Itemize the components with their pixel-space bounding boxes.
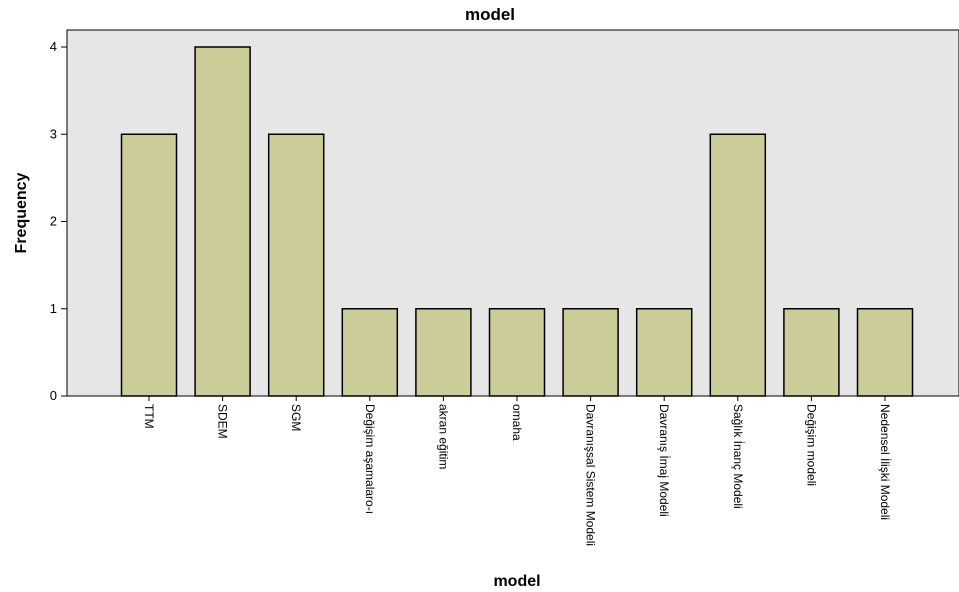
x-tick-labels: TTM SDEM SGM Değişim aşamalaro-ı akran eğiti…	[142, 404, 892, 546]
bar	[709, 133, 767, 397]
y-tick-label: 3	[50, 126, 57, 141]
y-tick-label: 4	[50, 39, 57, 54]
x-tick-label: SGM	[289, 404, 303, 431]
x-tick-label: SDEM	[216, 404, 230, 439]
bar	[635, 308, 693, 397]
x-tick-label: Nedensel İlişki Modeli	[878, 404, 892, 520]
x-tick-label: Değişim aşamalaro-ı	[363, 404, 377, 514]
x-tick-label: TTM	[142, 404, 156, 429]
x-axis-label: model	[493, 573, 540, 590]
bar	[415, 308, 472, 397]
x-tick-label: Değişim modeli	[804, 404, 818, 486]
bar	[562, 308, 619, 397]
chart-title: model	[465, 5, 515, 24]
bar	[120, 133, 178, 397]
x-tick-label: omaha	[510, 404, 524, 441]
bar	[267, 133, 325, 397]
x-tick-label: Davranışsal Sistem Modeli	[584, 404, 598, 546]
x-tick-label: Davranış İmaj Modeli	[657, 404, 671, 517]
y-tick-label: 0	[50, 388, 57, 403]
bar	[783, 308, 840, 397]
y-axis: 0 1 2 3 4	[50, 39, 67, 403]
y-axis-label: Frequency	[13, 172, 30, 253]
bar	[488, 308, 546, 397]
bar	[194, 46, 251, 397]
x-tick-label: akran eğitim	[436, 404, 450, 469]
bar	[856, 308, 914, 397]
y-tick-label: 1	[50, 301, 57, 316]
x-tick-label: Sağlık İnanç Modeli	[731, 404, 745, 509]
bar	[341, 308, 399, 397]
y-tick-label: 2	[50, 214, 57, 229]
bars-group	[120, 46, 914, 401]
